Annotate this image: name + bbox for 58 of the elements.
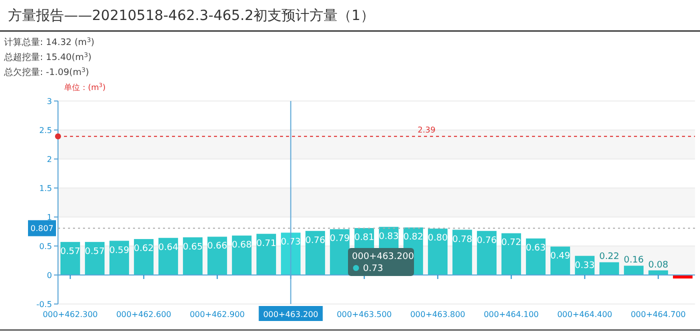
chart-title: 方量报告——20210518-462.3-465.2初支预计方量（1） [8,8,374,24]
data-label: 0.59 [109,246,130,256]
annotation: 000+463.200 0.73 [352,252,414,274]
data-label: 0.76 [476,236,498,246]
data-label: 0.63 [526,243,546,254]
x-tick-label: 000+464.700 [630,310,686,319]
data-label: 0.64 [158,242,179,253]
data-label: 0.16 [624,256,644,266]
x-tick-label: 000+462.300 [42,310,98,319]
data-label: 0.62 [134,244,154,254]
x-tick-label: 000+463.500 [336,310,392,319]
data-label: 0.83 [378,232,399,242]
data-label: 0.71 [256,238,276,249]
y-tick-label: 0 [46,271,52,280]
bar [624,266,644,275]
ref-line-label: 0.807 [30,224,54,234]
x-tick-label: 000+464.400 [557,310,612,319]
data-label: 0.33 [574,260,595,271]
data-label: 0.72 [501,238,522,248]
data-label: 0.79 [330,234,350,244]
y-tick-label: 2 [46,155,52,164]
bar [305,230,326,275]
bar [428,228,448,275]
data-label: 0.22 [599,252,620,262]
x-tick-label: 000+463.200 [263,310,318,319]
data-label: 0.49 [550,252,571,262]
data-label: 0.66 [207,242,228,252]
text: 计算总量: 14.32 (m$^{3}$) [4,36,94,48]
y-tick-label: 3 [46,97,52,106]
data-label: 0.65 [182,242,203,252]
y-tick-label: 1 [46,213,52,222]
y-tick-label: 0.5 [39,242,52,251]
text: 总欠挖量: -1.09(m$^{3}$) [3,66,89,78]
data-label: 0.68 [232,240,252,251]
y-axis-title: 单位：(m$^{3}$) [64,82,106,92]
y-tick-label: 1.5 [39,184,52,193]
data-label: 0.57 [60,246,80,257]
x-tick-label: 000+462.600 [116,310,172,319]
bar [452,230,472,275]
text: 总超挖量: 15.40(m$^{3}$) [3,52,92,63]
bar [599,262,620,275]
data-label: 0.57 [84,246,105,257]
bar [501,233,522,275]
data-label: 0.76 [305,236,326,246]
data-label: 0.73 [280,238,301,248]
bar [476,230,497,275]
bar [256,234,276,275]
x-tick-label: 000+462.900 [190,310,245,319]
data-label: 0.08 [648,260,669,270]
x-tick-label: 000+463.800 [410,310,466,319]
data-label: 0.82 [403,232,424,242]
ref-line-label: 2.39 [418,125,436,134]
y-tick-label: 2.5 [39,126,52,135]
x-tick-label: 000+464.100 [484,310,539,319]
data-label: 0.78 [452,234,473,245]
data-label: 0.80 [428,234,448,244]
data-label: 0.81 [354,233,374,244]
y-tick-label: -0.5 [36,300,52,309]
